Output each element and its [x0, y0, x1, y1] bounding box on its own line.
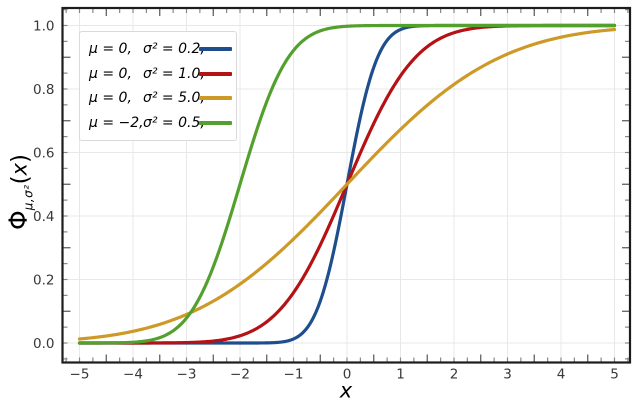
legend-line-sample	[199, 71, 232, 76]
curve-sigma2-5.0	[77, 27, 617, 341]
legend-line-sample	[199, 96, 232, 101]
y-tick-label: 0.4	[33, 209, 54, 225]
y-tick-label: 0.0	[33, 336, 54, 352]
y-tick-label: 0.6	[33, 145, 54, 161]
y-axis-label: Φμ,σ²(x)	[3, 154, 36, 230]
legend-line-sample	[199, 120, 232, 125]
legend-item-sigma2-1.0: μ = 0, σ² = 1.0,	[89, 62, 234, 87]
x-tick-label: −1	[284, 367, 304, 383]
y-axis-label-subscript: μ,σ²	[21, 184, 36, 211]
legend-sigma-label: σ² = 5.0,	[143, 90, 205, 107]
x-tick-label: −3	[177, 367, 197, 383]
legend-item-sigma2-0.2: μ = 0, σ² = 0.2,	[89, 37, 234, 62]
legend-mu-label: μ = 0,	[89, 41, 132, 58]
legend-mu-label: μ = −2,	[89, 114, 144, 131]
y-axis-label-lparen: (	[7, 175, 34, 185]
y-tick-label: 0.2	[33, 272, 54, 288]
legend-sigma-label: σ² = 1.0,	[143, 65, 205, 82]
legend: μ = 0, σ² = 0.2, μ = 0, σ² = 1.0, μ = 0,…	[79, 31, 237, 141]
x-tick-label: 0	[343, 367, 352, 383]
x-axis-label: x	[339, 378, 353, 403]
y-axis-label-rparen: )	[7, 154, 34, 163]
x-tick-label: 4	[557, 367, 566, 383]
x-tick-label: 5	[610, 367, 619, 383]
legend-line-sample	[199, 47, 232, 52]
x-tick-label: 3	[503, 367, 512, 383]
legend-mu-label: μ = 0,	[89, 65, 132, 82]
x-tick-label: 2	[450, 367, 459, 383]
plot-border	[61, 6, 632, 364]
x-tick-label: −5	[70, 367, 90, 383]
y-axis-label-variable: x	[7, 163, 32, 176]
y-tick-label: 0.8	[33, 82, 54, 98]
curve-mu-neg2-sigma2-0.5	[77, 23, 617, 345]
x-tick-label: 1	[396, 367, 405, 383]
legend-sigma-label: σ² = 0.5,	[143, 114, 205, 131]
legend-sigma-label: σ² = 0.2,	[143, 41, 205, 58]
legend-mu-label: μ = 0,	[89, 90, 132, 107]
legend-item-mu-neg2-sigma2-0.5: μ = −2, σ² = 0.5,	[89, 111, 234, 136]
y-tick-label: 1.0	[33, 18, 54, 34]
legend-item-sigma2-5.0: μ = 0, σ² = 5.0,	[89, 86, 234, 111]
y-axis-label-phi: Φ	[3, 210, 33, 230]
x-tick-label: −2	[230, 367, 250, 383]
x-tick-label: −4	[123, 367, 143, 383]
